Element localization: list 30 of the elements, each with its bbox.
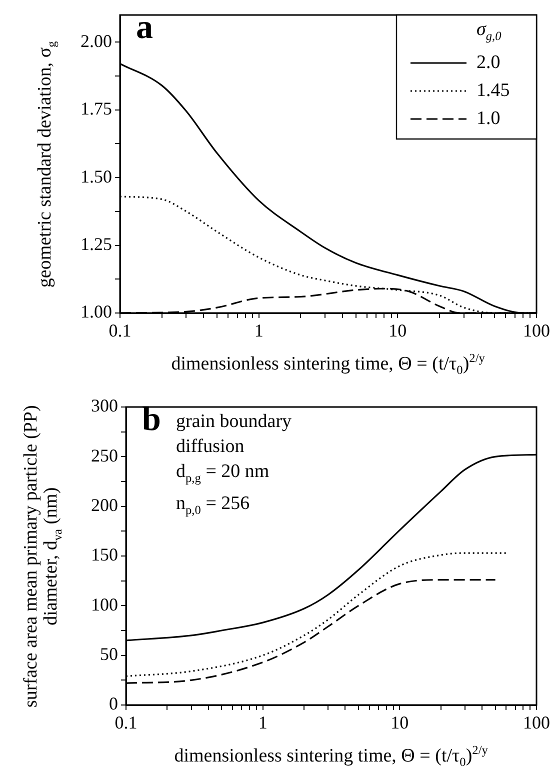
x-tick-label: 0.1 xyxy=(114,712,138,733)
annotation: a xyxy=(136,9,153,46)
x-tick-label: 10 xyxy=(390,712,409,733)
x-tick-label: 1 xyxy=(254,320,264,341)
annotation: n$_{p,0}$ = 256 xyxy=(176,492,251,519)
y-tick-label: 300 xyxy=(91,396,118,416)
y-tick-label: 200 xyxy=(91,495,118,516)
legend-label: 1.0 xyxy=(476,108,500,129)
y-tick-label: 1.75 xyxy=(80,98,112,119)
x-tick-label: 100 xyxy=(523,320,550,341)
y-tick-label: 0 xyxy=(109,694,118,714)
x-tick-label: 0.1 xyxy=(108,320,132,341)
x-axis-title: dimensionless sintering time, Θ = (t/τ$_{0}$)$^{2/y}$ xyxy=(171,351,485,378)
y-tick-label: 1.50 xyxy=(80,166,112,186)
x-tick-label: 1 xyxy=(258,712,268,733)
legend-title: σ$_{g,0}$ xyxy=(476,19,502,44)
y-tick-label: 150 xyxy=(91,544,118,565)
x-tick-label: 10 xyxy=(388,320,407,341)
legend-label: 2.0 xyxy=(476,52,500,73)
legend-label: 1.45 xyxy=(476,80,510,101)
y-tick-label: 100 xyxy=(91,594,118,614)
y-tick-label: 2.00 xyxy=(80,30,112,51)
y-tick-label: 1.00 xyxy=(80,302,112,322)
x-axis-title: dimensionless sintering time, Θ = (t/τ$_{0}$)$^{2/y}$ xyxy=(174,743,488,770)
y-tick-label: 250 xyxy=(91,445,118,466)
y-tick-label: 50 xyxy=(100,644,118,664)
annotation: d$_{p,g}$ = 20 nm xyxy=(176,460,270,487)
y-tick-label: 1.25 xyxy=(80,234,112,254)
annotation: b xyxy=(142,401,161,438)
x-tick-label: 100 xyxy=(523,712,550,733)
